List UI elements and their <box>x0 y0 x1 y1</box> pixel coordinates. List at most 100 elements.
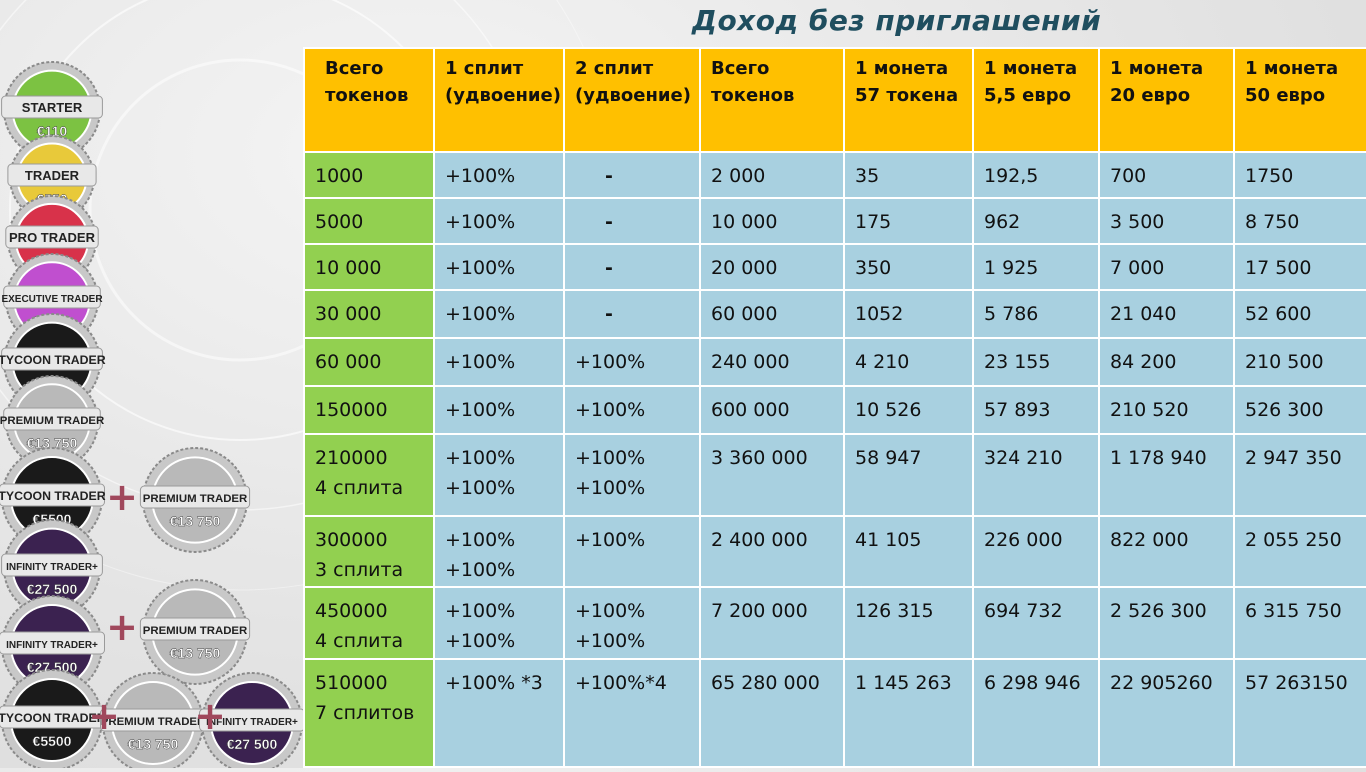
badge-name: PREMIUM TRADER <box>143 625 248 637</box>
badge: PREMIUM TRADER €13 750 <box>0 375 104 469</box>
cell-text: 6 298 946 <box>984 671 1081 694</box>
cell-text: 694 732 <box>984 599 1063 622</box>
header-text: Всего <box>711 58 770 79</box>
badge-name: PREMIUM TRADER <box>101 716 206 728</box>
cell-text: 510000 <box>315 671 388 694</box>
badge-name: PREMIUM TRADER <box>143 493 248 505</box>
header-text: 1 монета <box>1245 58 1339 79</box>
cell-text: +100%*4 <box>575 671 667 694</box>
cell-text: +100% <box>445 477 516 500</box>
badge: INFINITY TRADER+ €27 500 <box>199 672 305 772</box>
cell-text: 52 600 <box>1245 303 1312 326</box>
badge: PREMIUM TRADER €13 750 <box>139 579 251 685</box>
badge: TYCOON TRADER €5500 <box>0 669 106 771</box>
table-cell: +100% +100% <box>563 585 701 660</box>
table-cell: +100% <box>563 385 701 436</box>
table-cell: 30 000 <box>303 289 435 340</box>
table-cell: 41 105 <box>843 514 974 588</box>
cell-text: +100% <box>575 351 646 374</box>
cell-text: 1750 <box>1245 165 1294 187</box>
table-cell: 35 <box>843 150 974 200</box>
cell-text: 84 200 <box>1110 351 1177 374</box>
badge-name: PREMIUM TRADER <box>0 415 104 427</box>
cell-text: 4 210 <box>855 351 910 374</box>
table-header-row: Всего токенов 1 сплит (удвоение) 2 сплит (удв… <box>303 47 1366 153</box>
cell-text: 150000 <box>315 399 388 422</box>
cell-text: 192,5 <box>984 165 1039 187</box>
header-text: (удвоение) <box>575 85 691 106</box>
cell-text: 175 <box>855 211 892 234</box>
cell-text: 20 000 <box>711 257 778 280</box>
header-cell: 1 монета 5,5 евро <box>972 47 1100 153</box>
cell-text: 60 000 <box>711 303 778 326</box>
badge: TRADER€550 <box>7 135 97 221</box>
plus-icon: + <box>194 694 226 738</box>
cell-text: 5000 <box>315 211 364 234</box>
cell-text: 2 000 <box>711 165 766 187</box>
table-cell: +100% +100% <box>433 514 565 588</box>
table-cell: 21 040 <box>1098 289 1235 340</box>
cell-text: 60 000 <box>315 351 382 374</box>
cell-text: 7 сплитов <box>315 701 415 724</box>
table-cell: 10 000 <box>303 243 435 292</box>
table-cell: 22 905260 <box>1098 657 1235 769</box>
table-cell: 526 300 <box>1233 385 1366 436</box>
cell-text: 8 750 <box>1245 211 1300 234</box>
table-cell: 2 947 350 <box>1233 433 1366 517</box>
cell-text: +100% <box>575 447 646 470</box>
badge-name: EXECUTIVE TRADER <box>1 294 103 305</box>
cell-text: 41 105 <box>855 528 922 551</box>
table-cell: 210 520 <box>1098 385 1235 436</box>
table-cell: 3 360 000 <box>699 433 845 517</box>
cell-text: 3 500 <box>1110 211 1165 234</box>
table-cell: 60 000 <box>699 289 845 340</box>
badge-price: €13 750 <box>170 513 221 529</box>
header-text: 1 сплит <box>445 58 524 79</box>
badge-price: €13 750 <box>128 736 179 752</box>
cell-text: +100% <box>575 477 646 500</box>
table-cell: 210 500 <box>1233 337 1366 388</box>
table-cell: 10 526 <box>843 385 974 436</box>
cell-text: 1 145 263 <box>855 671 952 694</box>
table-cell: 210000 4 сплита <box>303 433 435 517</box>
table-row: 450000 4 сплита +100% +100% +100% +100% 7 200 … <box>303 585 1366 660</box>
cell-text: +100% <box>445 447 516 470</box>
cell-text: +100% <box>445 399 516 422</box>
table-cell: 300000 3 сплита <box>303 514 435 588</box>
cell-text: 450000 <box>315 599 388 622</box>
cell-text: 30 000 <box>315 303 382 326</box>
cell-text: +100% <box>575 629 646 652</box>
table-row: 10 000 +100% - 20 000 350 1 925 7 000 17 500 <box>303 243 1366 292</box>
table-cell: +100% <box>433 150 565 200</box>
header-text: 2 сплит <box>575 58 654 79</box>
header-cell: Всего токенов <box>303 47 435 153</box>
cell-text: +100% <box>445 211 516 234</box>
table-cell: +100% <box>433 337 565 388</box>
cell-text: 10 000 <box>711 211 778 234</box>
cell-text: 7 200 000 <box>711 599 808 622</box>
cell-text: +100% <box>445 257 516 280</box>
cell-text: 226 000 <box>984 528 1063 551</box>
table-cell: - <box>563 243 701 292</box>
table-cell: 57 893 <box>972 385 1100 436</box>
cell-text: 600 000 <box>711 399 790 422</box>
header-text: (удвоение) <box>445 85 561 106</box>
table-cell: 3 500 <box>1098 197 1235 246</box>
cell-text: 6 315 750 <box>1245 599 1342 622</box>
table-cell: 192,5 <box>972 150 1100 200</box>
table-cell: 2 000 <box>699 150 845 200</box>
table-cell: +100% <box>433 385 565 436</box>
cell-text: 65 280 000 <box>711 671 820 694</box>
table-cell: 20 000 <box>699 243 845 292</box>
table-cell: 5 786 <box>972 289 1100 340</box>
table-cell: 1000 <box>303 150 435 200</box>
cell-text: +100% <box>575 528 646 551</box>
table-cell: 10 000 <box>699 197 845 246</box>
badge: STARTER €110 <box>1 61 103 159</box>
cell-text: 300000 <box>315 528 388 551</box>
table-cell: 175 <box>843 197 974 246</box>
table-cell: 7 000 <box>1098 243 1235 292</box>
table-cell: 52 600 <box>1233 289 1366 340</box>
cell-text: +100% <box>445 165 516 187</box>
